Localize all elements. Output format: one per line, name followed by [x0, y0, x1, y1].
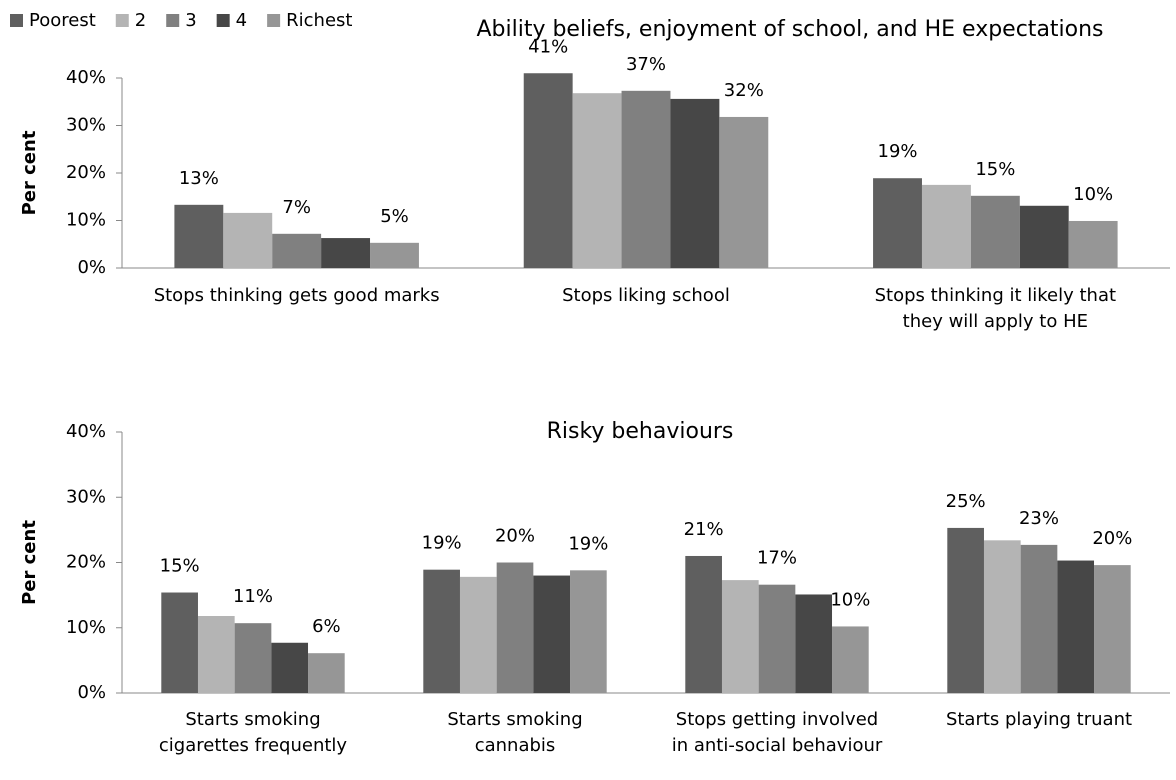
- bar: [947, 527, 984, 693]
- x-tick-label: Starts smoking cigarettes frequently: [158, 709, 348, 756]
- bar: [308, 653, 345, 693]
- legend-label: 2: [135, 10, 146, 31]
- bar: [370, 242, 419, 268]
- data-label: 23%: [1019, 508, 1059, 529]
- data-label: 17%: [757, 548, 797, 569]
- legend-label: 3: [185, 10, 196, 31]
- bar: [758, 584, 796, 693]
- data-label: 15%: [975, 159, 1015, 180]
- bar: [921, 184, 971, 268]
- y-tick-label: 30%: [66, 115, 106, 136]
- y-tick-label: 20%: [66, 552, 106, 573]
- legend-label: Poorest: [29, 10, 96, 31]
- legend-swatch: [267, 14, 281, 27]
- y-tick-label: 0%: [77, 257, 106, 278]
- legend-label: Richest: [286, 10, 352, 31]
- legend-swatch: [166, 14, 180, 27]
- bar: [670, 98, 720, 269]
- bar: [685, 555, 722, 693]
- bar: [1019, 205, 1069, 268]
- y-axis-label: Per cent: [19, 520, 40, 605]
- x-tick-label: Stops thinking gets good marks: [153, 285, 440, 306]
- data-label: 10%: [1073, 184, 1113, 205]
- bar: [719, 116, 769, 268]
- y-tick-label: 20%: [66, 162, 106, 183]
- data-label: 21%: [684, 519, 724, 540]
- bar: [621, 90, 671, 268]
- bar: [1068, 220, 1118, 268]
- bar: [223, 212, 273, 268]
- data-label: 20%: [495, 526, 535, 547]
- y-tick-label: 30%: [66, 486, 106, 507]
- legend-swatch: [216, 14, 230, 27]
- y-tick-label: 40%: [66, 67, 106, 88]
- data-label: 10%: [830, 589, 870, 610]
- bar: [570, 570, 607, 693]
- data-label: 32%: [724, 80, 764, 101]
- legend-swatch: [115, 14, 129, 27]
- data-label: 6%: [312, 616, 341, 637]
- data-label: 7%: [282, 197, 311, 218]
- x-tick-label: Starts smoking cannabis: [447, 709, 583, 756]
- bar: [572, 93, 622, 268]
- chart-title: Ability beliefs, enjoyment of school, an…: [476, 17, 1103, 42]
- bar: [795, 594, 833, 693]
- bar: [496, 562, 534, 693]
- y-axis-label: Per cent: [19, 130, 40, 215]
- bar: [234, 623, 272, 693]
- bar: [161, 592, 198, 693]
- data-label: 15%: [160, 556, 200, 577]
- chart-title: Risky behaviours: [547, 419, 734, 444]
- y-tick-label: 10%: [66, 617, 106, 638]
- data-label: 11%: [233, 586, 273, 607]
- data-label: 19%: [422, 533, 462, 554]
- bar: [873, 178, 922, 268]
- legend-swatch: [10, 14, 23, 27]
- bar: [721, 580, 759, 693]
- x-tick-label: Stops getting involved in anti-social be…: [671, 709, 883, 756]
- data-label: 5%: [380, 206, 409, 227]
- data-label: 25%: [946, 491, 986, 512]
- data-label: 20%: [1092, 528, 1132, 549]
- x-tick-label: Starts playing truant: [945, 709, 1133, 730]
- y-tick-label: 0%: [77, 682, 106, 703]
- bar: [983, 540, 1021, 693]
- data-label: 13%: [179, 168, 219, 189]
- data-label: 41%: [528, 36, 568, 57]
- bar: [271, 642, 309, 693]
- y-tick-label: 40%: [66, 421, 106, 442]
- data-label: 37%: [626, 54, 666, 75]
- data-label: 19%: [568, 533, 608, 554]
- bar: [523, 73, 573, 268]
- bar: [533, 575, 571, 693]
- x-tick-label: Stops liking school: [562, 285, 730, 306]
- x-tick-label: Stops thinking it likely that they will …: [874, 285, 1117, 332]
- bar: [272, 233, 322, 268]
- bar: [1020, 544, 1058, 693]
- bar: [321, 238, 371, 268]
- bar: [174, 204, 224, 268]
- legend-label: 4: [236, 10, 247, 31]
- bar: [970, 195, 1020, 268]
- y-tick-label: 10%: [66, 210, 106, 231]
- bar: [197, 616, 235, 693]
- bar: [1057, 560, 1095, 693]
- bar: [459, 576, 497, 693]
- bar: [423, 569, 460, 693]
- bar: [1094, 565, 1131, 693]
- bar: [832, 626, 869, 693]
- data-label: 19%: [878, 141, 918, 162]
